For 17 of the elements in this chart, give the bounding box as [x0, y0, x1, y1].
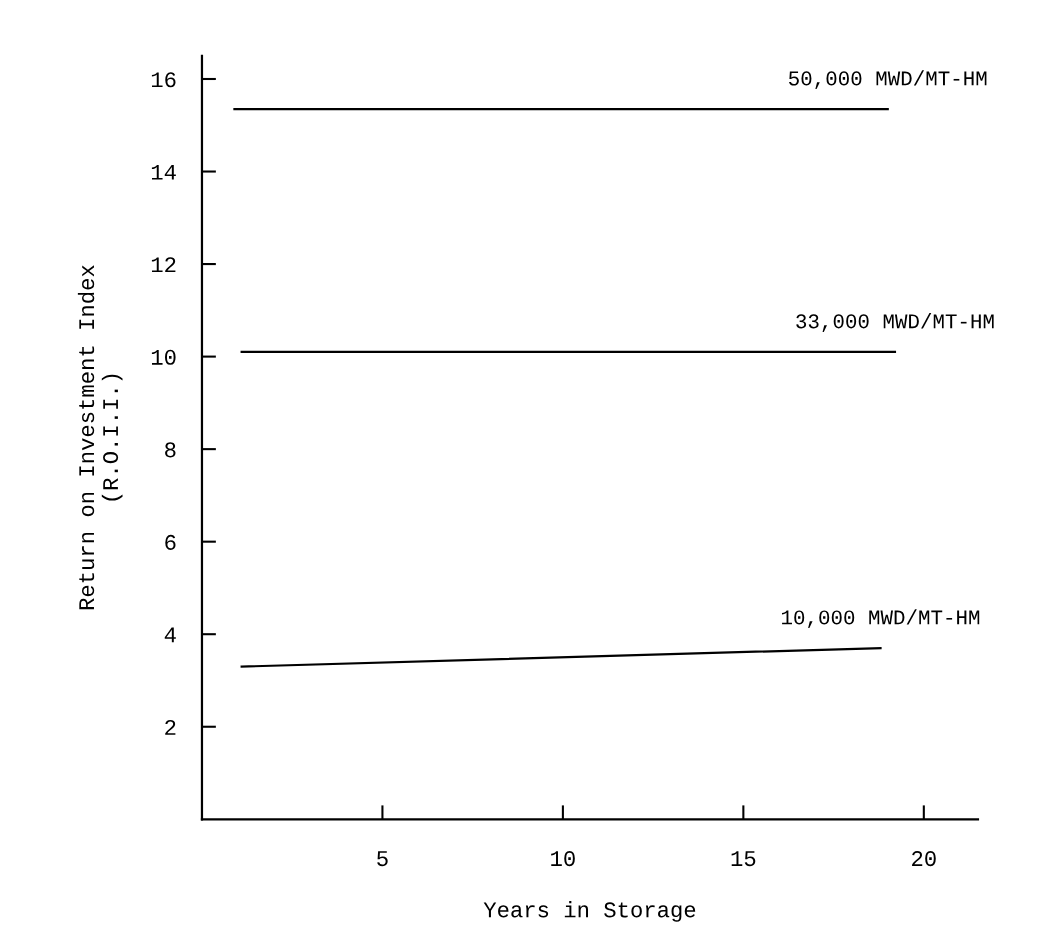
series-label: 10,000 MWD/MT-HM	[781, 609, 980, 629]
y-tick-label: 2	[165, 719, 176, 735]
x-tick-label: 10	[551, 851, 575, 867]
y-axis-title: Return on Investment Index (R.O.I.I.)	[77, 265, 123, 610]
x-tick-label: 15	[731, 851, 756, 867]
series-label: 50,000 MWD/MT-HM	[789, 70, 987, 89]
y-tick-label: 16	[151, 72, 176, 88]
y-tick-label: 10	[151, 349, 176, 365]
y-tick-label: 8	[165, 442, 176, 458]
y-tick-label: 4	[164, 627, 176, 643]
y-tick-label: 12	[151, 257, 176, 273]
x-axis-title: Years in Storage	[483, 901, 696, 922]
x-tick-label: 5	[377, 851, 388, 867]
series-label: 33,000 MWD/MT-HM	[796, 313, 994, 332]
y-tick-label: 14	[151, 164, 176, 180]
y-tick-label: 6	[165, 534, 176, 550]
x-tick-label: 20	[912, 851, 936, 867]
